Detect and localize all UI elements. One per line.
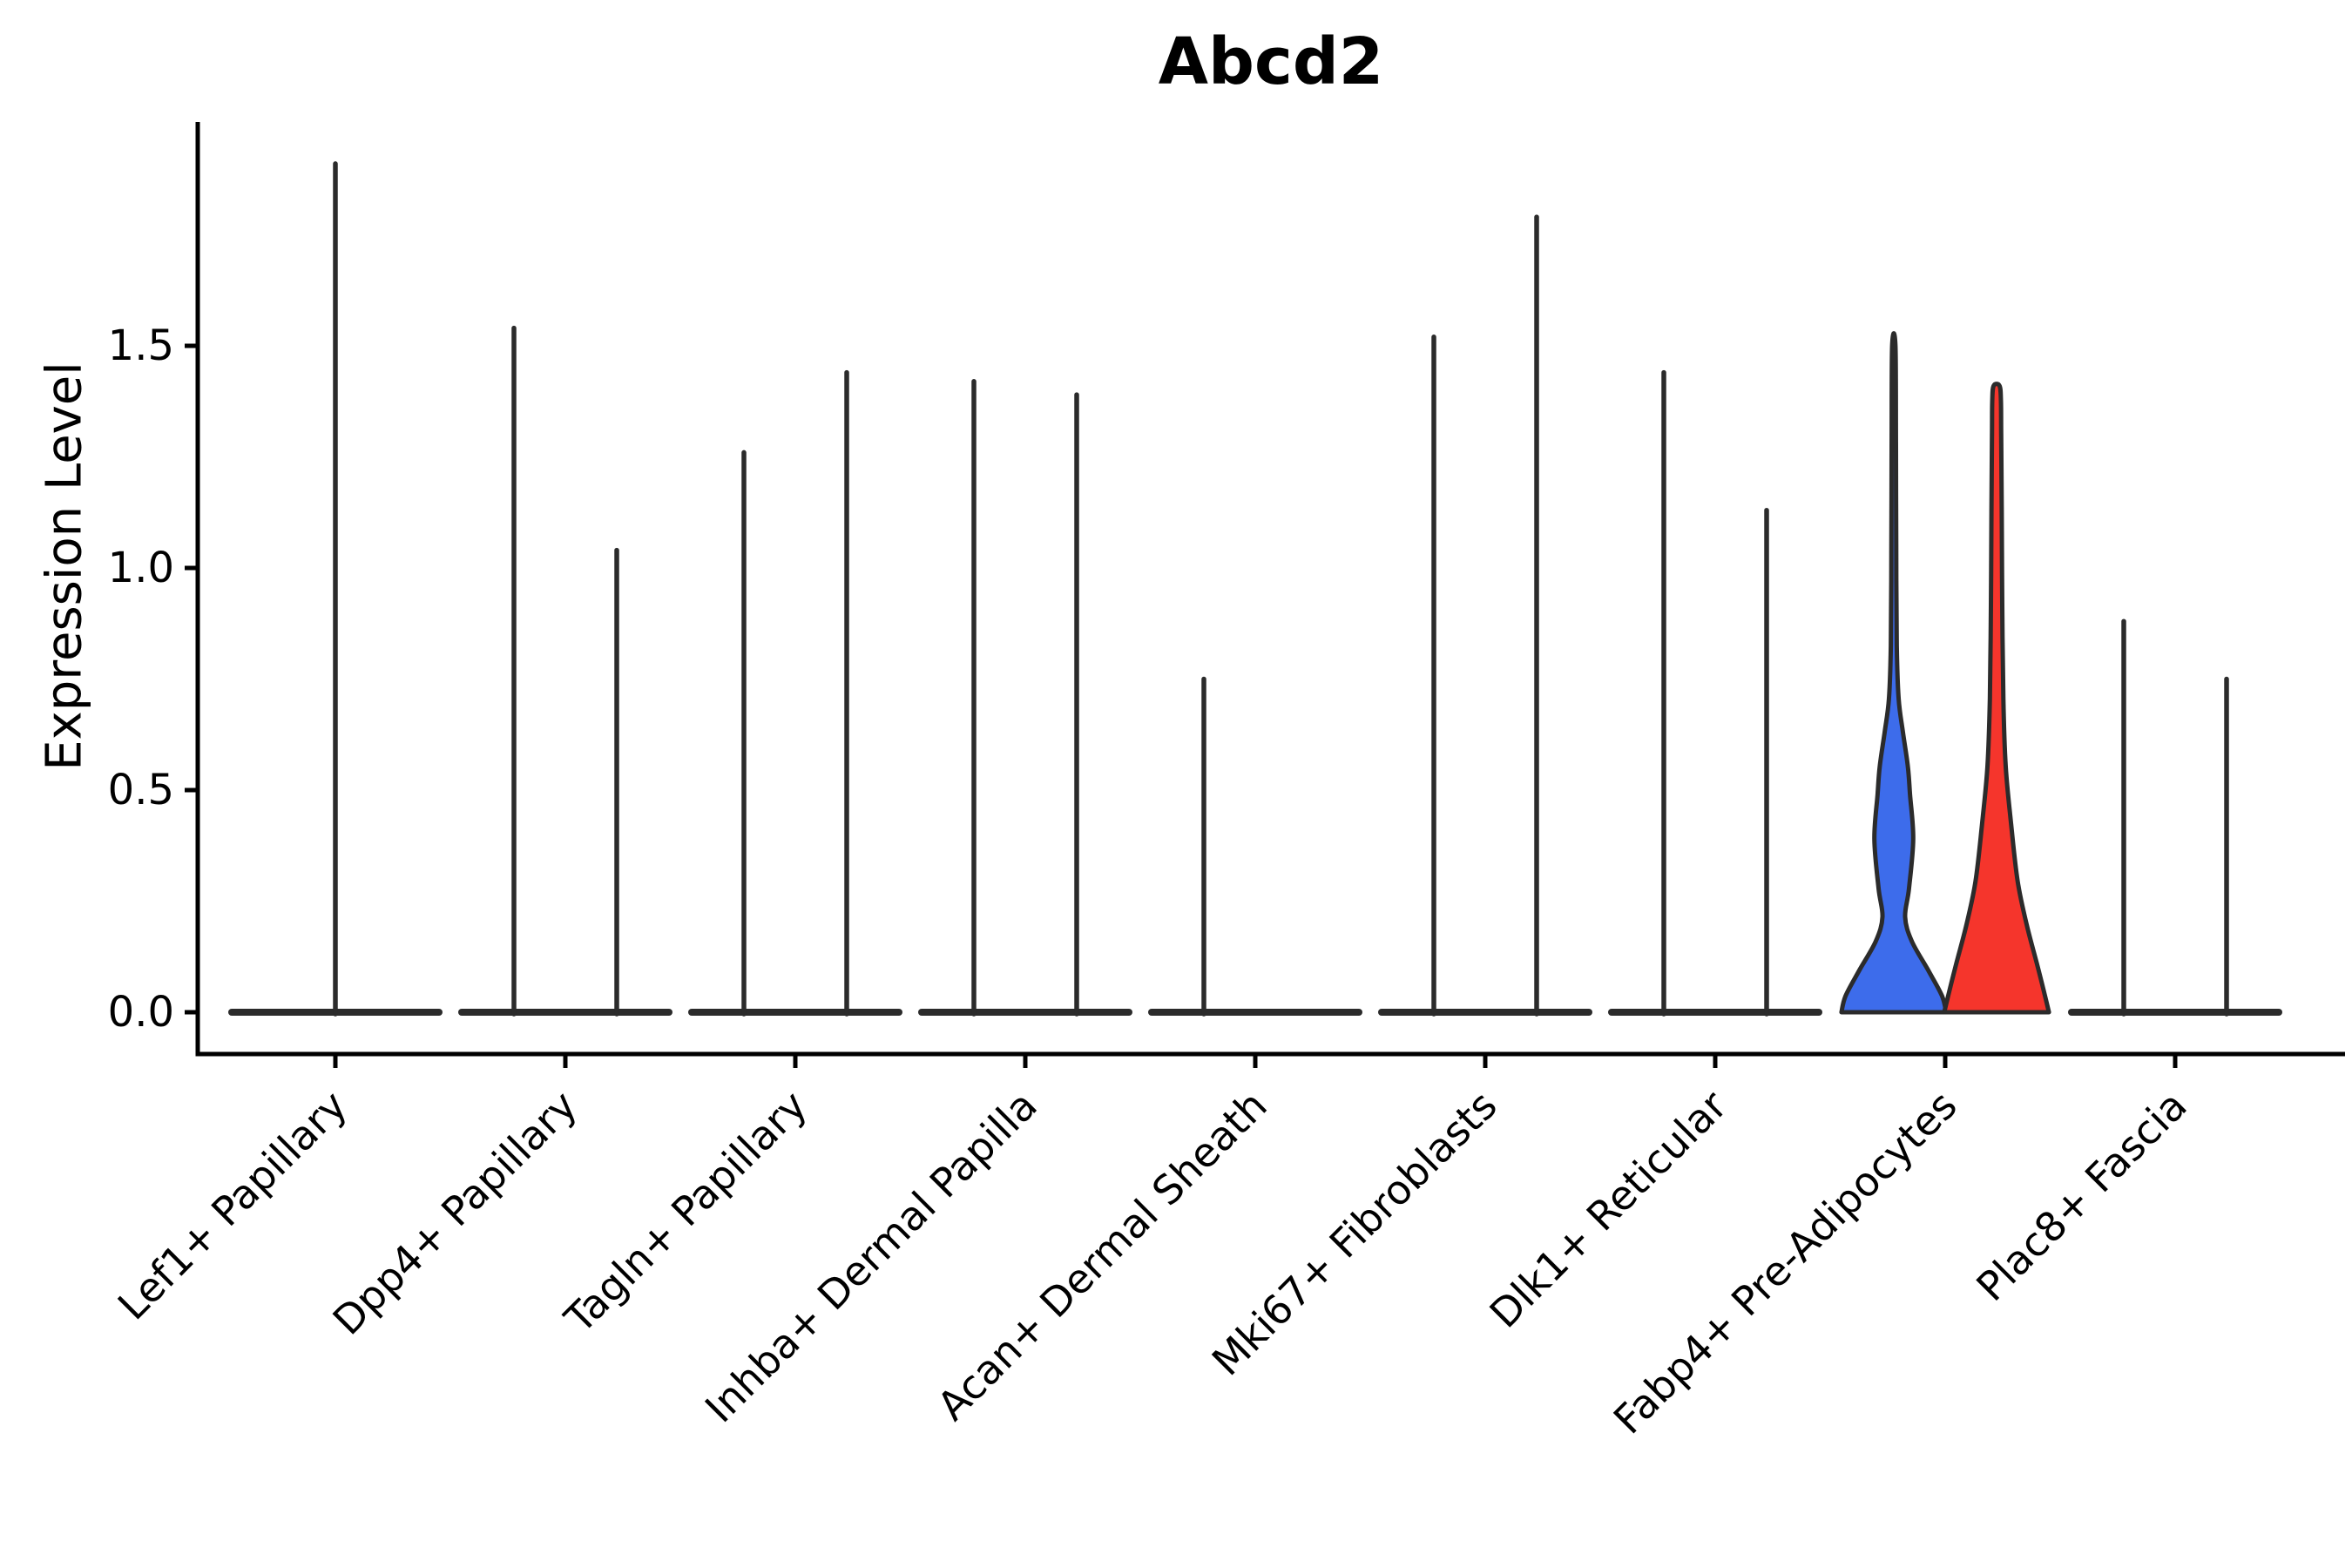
violin-body: [1839, 331, 1949, 1015]
y-tick-label: 1.5: [108, 321, 174, 370]
violin-body: [1942, 382, 2051, 1015]
x-tick-label: Plac8+ Fascia: [1967, 1082, 2195, 1310]
x-tick-label: Tagln+ Papillary: [555, 1082, 816, 1343]
x-tick-label: Dlk1+ Reticular: [1481, 1082, 1736, 1337]
y-tick-label: 0.5: [108, 766, 174, 814]
y-tick-label: 1.0: [108, 544, 174, 592]
x-tick-label: Lef1+ Papillary: [109, 1082, 356, 1329]
y-tick-label: 0.0: [108, 988, 174, 1037]
plot-title: Abcd2: [1158, 24, 1384, 99]
x-tick-label: Dpp4+ Papillary: [324, 1082, 586, 1344]
